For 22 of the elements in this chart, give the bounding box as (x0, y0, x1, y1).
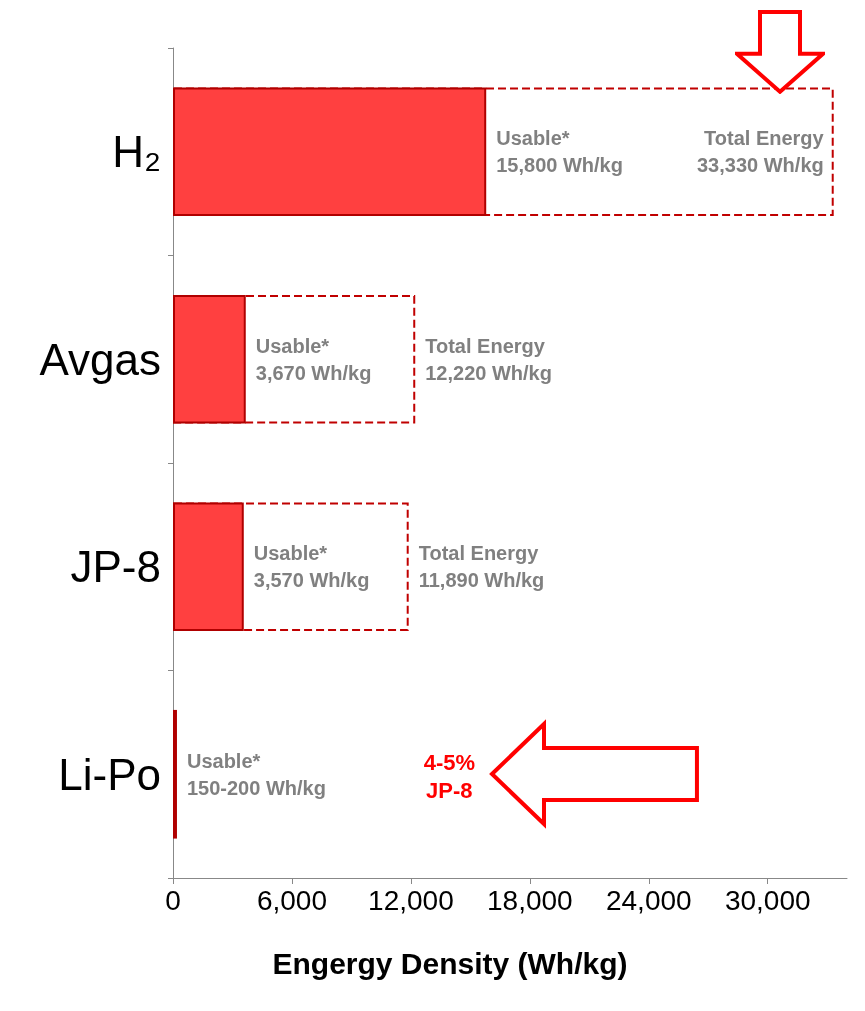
x-tick-label: 18,000 (487, 884, 573, 916)
x-tick-label: 0 (165, 884, 181, 916)
data-label: Total Energy 12,220 Wh/kg (425, 334, 552, 384)
x-tick-label: 6,000 (256, 884, 327, 916)
bar (173, 87, 487, 217)
y-tick-label: JP-8 (70, 542, 161, 592)
bar (173, 294, 246, 424)
y-tick-label: H₂ (112, 127, 161, 177)
x-tick-label: 30,000 (724, 884, 811, 916)
data-label: Total Energy 33,330 Wh/kg (697, 127, 825, 177)
x-tick-label: 24,000 (605, 884, 692, 916)
bar (173, 502, 244, 632)
data-label: Total Energy 11,890 Wh/kg (418, 542, 545, 592)
y-tick-label: Avgas (39, 334, 161, 384)
data-label: Usable* 3,570 Wh/kg (253, 542, 370, 592)
data-label: Usable* 3,670 Wh/kg (255, 334, 372, 384)
data-label: Usable* 150-200 Wh/kg (186, 749, 326, 799)
data-label: Usable* 15,800 Wh/kg (496, 127, 623, 177)
x-tick-label: 12,000 (368, 884, 454, 916)
y-tick-label: Li-Po (58, 749, 161, 799)
annotation: 4-5% JP-8 (423, 749, 476, 803)
x-axis-title: Engergy Density (Wh/kg) (272, 946, 628, 980)
